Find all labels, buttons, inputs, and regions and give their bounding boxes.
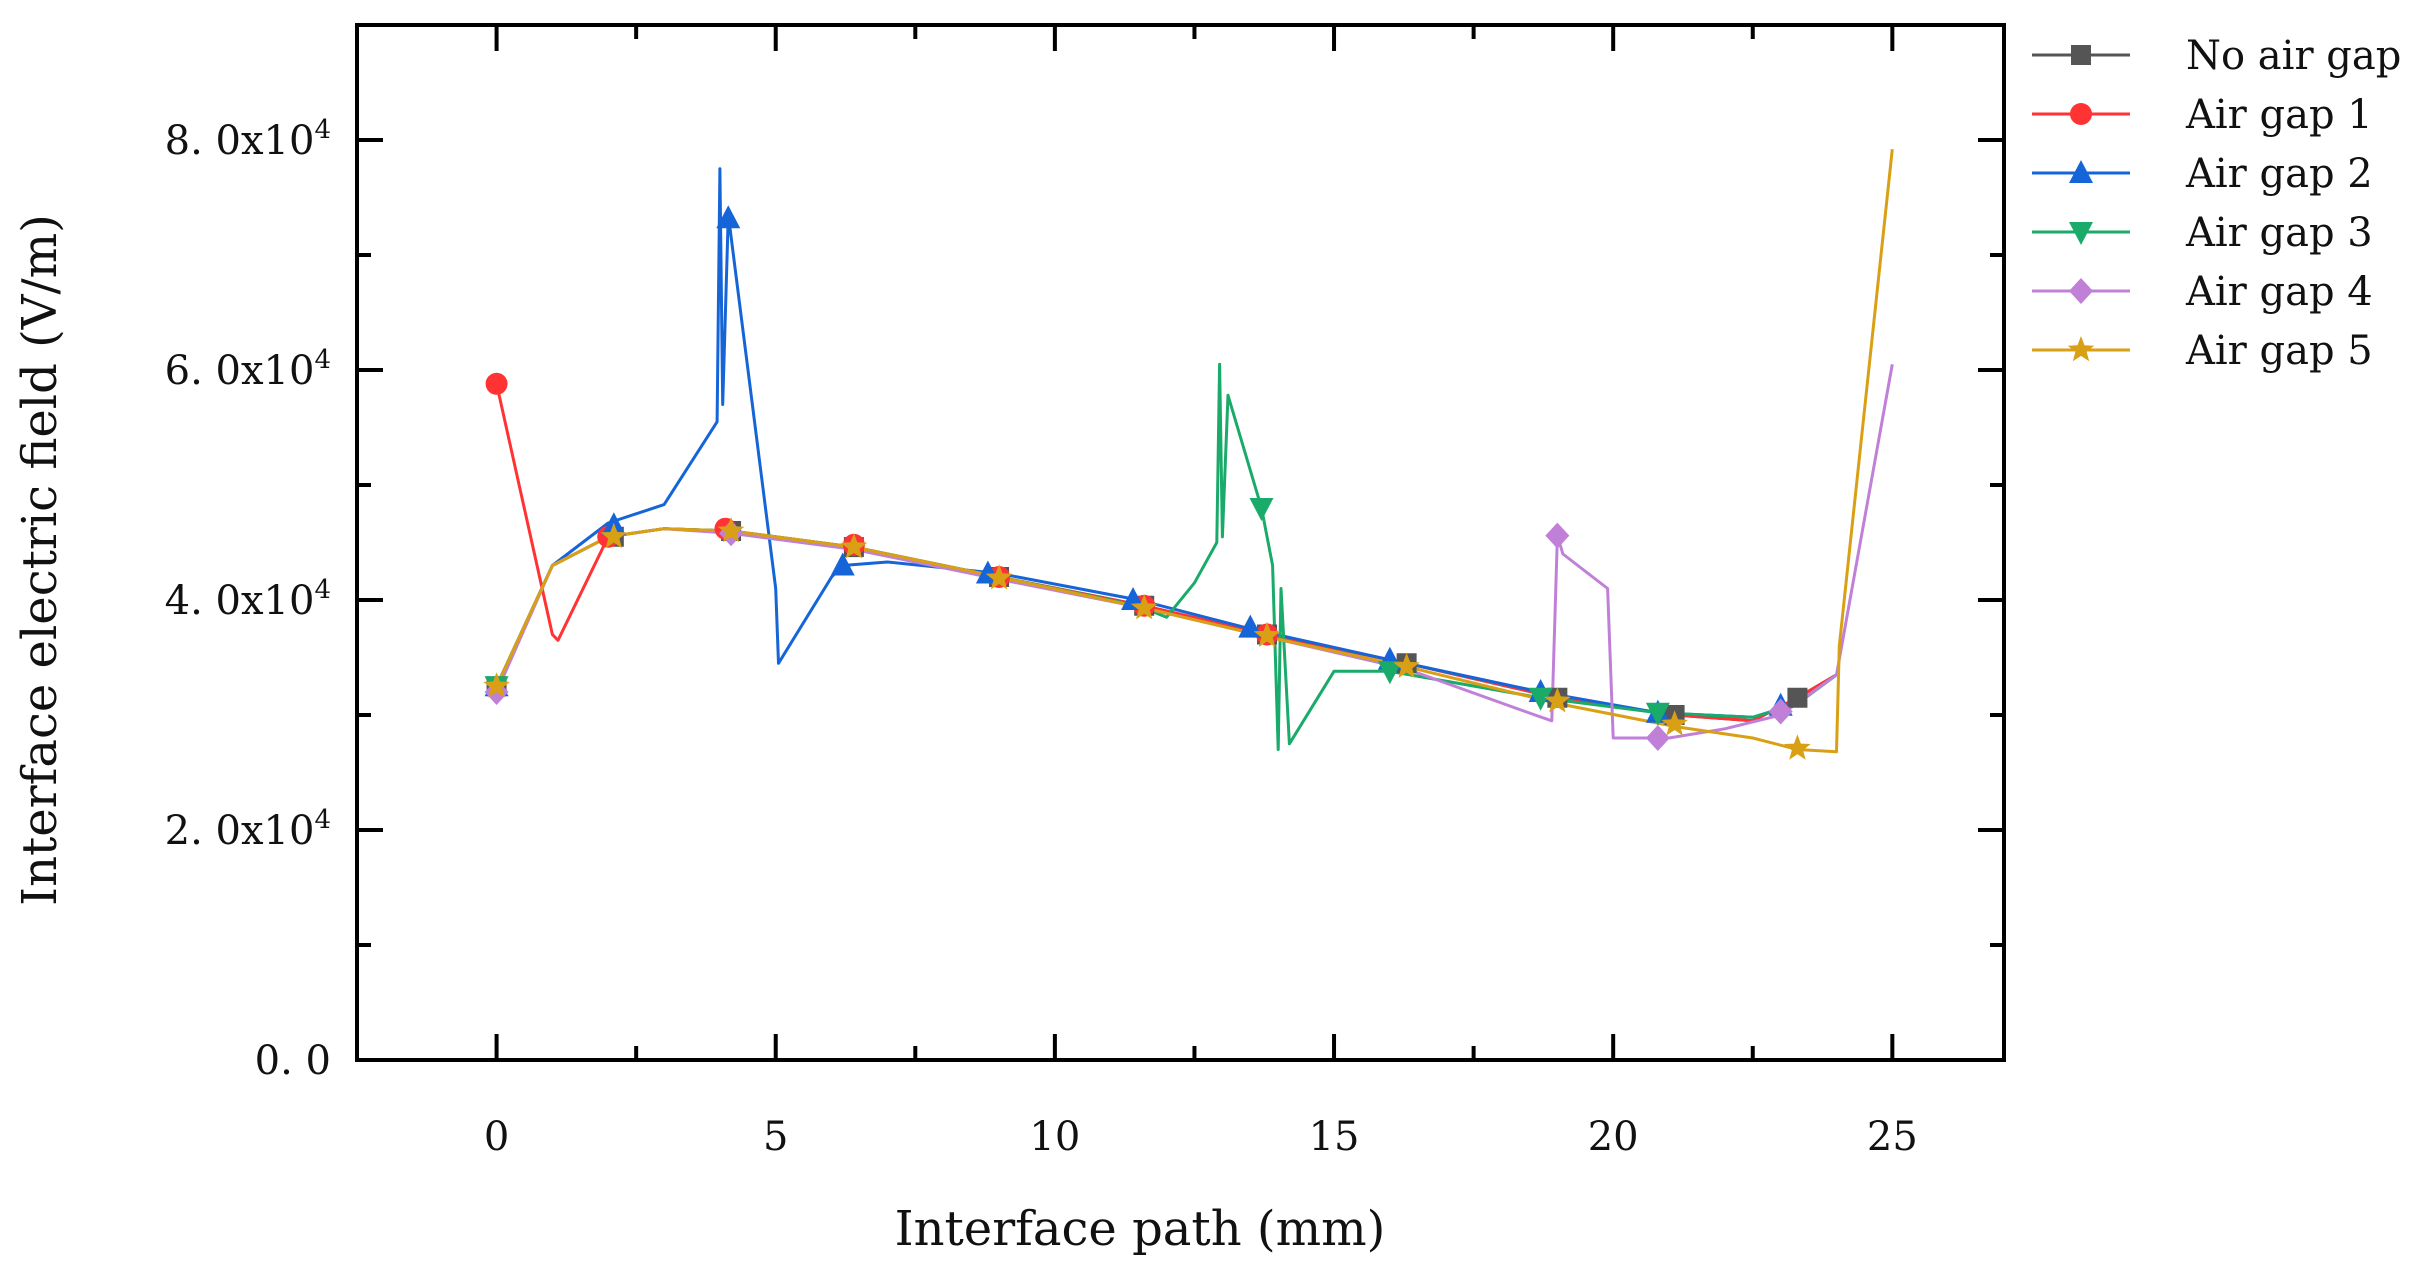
- legend-label-air-gap-1: Air gap 1: [2185, 92, 2373, 138]
- series-line-air-gap-5: [495, 149, 1894, 754]
- data-point-air-gap-5: [1253, 621, 1281, 647]
- data-point-no-air-gap: [1787, 687, 1808, 708]
- x-tick-label: 5: [763, 1114, 788, 1160]
- y-axis-title: Interface electric field (V/m): [12, 214, 68, 906]
- legend-label-air-gap-4: Air gap 4: [2185, 269, 2373, 315]
- data-point-air-gap-5: [483, 672, 510, 698]
- x-tick-labels: 0 5 10 15 20 25: [484, 1114, 1918, 1160]
- data-point-air-gap-5: [717, 517, 745, 543]
- y-tick-labels: 0. 0 2. 0x104 4. 0x104 6. 0x104 8. 0x104: [165, 115, 331, 1084]
- x-tick-label: 15: [1309, 1114, 1360, 1160]
- axis-ticks: [357, 25, 2004, 1062]
- series-line-no-air-gap: [495, 527, 1838, 723]
- series-line-air-gap-3: [495, 362, 1838, 751]
- legend-marker-air-gap-4: [2069, 278, 2093, 304]
- data-point-air-gap-3: [1528, 687, 1553, 711]
- series-line-air-gap-4: [495, 364, 1894, 740]
- legend-label-no-air-gap: No air gap: [2186, 33, 2401, 79]
- series-markers: [483, 205, 1811, 760]
- legend-marker-no-air-gap: [2071, 45, 2091, 65]
- y-tick-label: 4. 0x104: [165, 575, 331, 624]
- data-point-air-gap-5: [1544, 687, 1571, 713]
- data-point-air-gap-4: [1645, 725, 1670, 751]
- data-point-air-gap-5: [600, 522, 628, 549]
- data-point-air-gap-3: [1249, 498, 1274, 521]
- data-point-air-gap-5: [1784, 734, 1811, 760]
- x-tick-label: 0: [484, 1114, 509, 1160]
- data-point-air-gap-2: [830, 552, 855, 576]
- y-tick-label: 2. 0x104: [165, 805, 331, 854]
- data-point-air-gap-3: [1645, 702, 1670, 726]
- data-point-air-gap-5: [1661, 710, 1688, 736]
- series-line-air-gap-2: [495, 167, 1838, 719]
- legend-marker-air-gap-5: [2067, 336, 2095, 362]
- data-point-air-gap-5: [985, 564, 1013, 590]
- series-line-air-gap-1: [495, 383, 1838, 723]
- data-point-air-gap-2: [716, 205, 741, 229]
- data-point-air-gap-1: [485, 372, 508, 395]
- x-tick-label: 25: [1867, 1114, 1918, 1160]
- data-point-air-gap-5: [840, 533, 868, 559]
- y-tick-label: 0. 0: [255, 1038, 331, 1084]
- data-point-air-gap-5: [1130, 594, 1158, 620]
- legend-label-air-gap-3: Air gap 3: [2185, 210, 2373, 256]
- data-point-air-gap-3: [1377, 661, 1402, 685]
- plot-frame: [355, 23, 2006, 1062]
- legend-marker-air-gap-2: [2069, 160, 2093, 183]
- x-axis-title: Interface path (mm): [895, 1201, 1386, 1257]
- legend-marker-air-gap-3: [2069, 222, 2093, 245]
- legend: No air gap Air gap 1 Air gap 2 Air gap 3 Air…: [2032, 33, 2401, 374]
- legend-label-air-gap-5: Air gap 5: [2185, 328, 2373, 374]
- data-point-air-gap-4: [1545, 522, 1570, 549]
- y-tick-label: 8. 0x104: [165, 115, 331, 164]
- x-tick-label: 20: [1588, 1114, 1639, 1160]
- y-tick-label: 6. 0x104: [165, 345, 331, 394]
- data-point-air-gap-5: [1393, 652, 1420, 678]
- legend-marker-air-gap-1: [2070, 103, 2092, 125]
- x-tick-label: 10: [1029, 1114, 1080, 1160]
- data-point-air-gap-4: [1768, 698, 1793, 725]
- series-lines: [495, 149, 1894, 754]
- legend-label-air-gap-2: Air gap 2: [2185, 151, 2373, 197]
